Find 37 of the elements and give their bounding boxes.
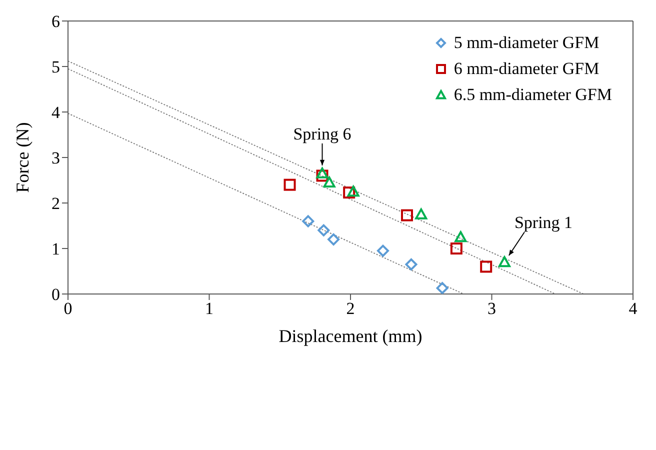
y-tick-label: 6 (52, 12, 60, 32)
x-tick-label: 1 (205, 299, 214, 318)
point (343, 186, 356, 199)
point (302, 215, 314, 228)
y-tick-label: 4 (52, 103, 60, 122)
point (498, 256, 510, 268)
point (316, 167, 328, 178)
point (480, 260, 492, 273)
point (450, 242, 462, 254)
point (401, 209, 413, 222)
point (376, 244, 389, 257)
point (347, 186, 360, 197)
y-tick-label: 3 (52, 148, 60, 168)
point (328, 233, 340, 246)
x-tick-label: 0 (64, 299, 72, 318)
x-tick-label: 4 (628, 299, 638, 318)
legend-label: 6 mm-diameter GFM (454, 58, 600, 80)
point (405, 258, 418, 270)
y-tick-label: 5 (52, 58, 60, 77)
x-tick-label: 3 (488, 299, 496, 318)
point (454, 231, 467, 242)
x-tick-label: 2 (346, 299, 355, 318)
y-tick-label: 2 (52, 194, 60, 214)
legend-label: 6.5 mm-diameter GFM (454, 84, 612, 106)
y-tick-label: 0 (52, 285, 60, 304)
annotation: Spring 1 (514, 213, 573, 232)
annotation: Spring 6 (293, 124, 352, 144)
legend-label: 5 mm-diameter GFM (454, 32, 600, 54)
point (323, 176, 336, 188)
point (436, 282, 448, 294)
x-axis-title: Displacement (mm) (278, 326, 422, 346)
point (318, 224, 330, 236)
point (415, 208, 428, 220)
point (316, 170, 328, 182)
y-axis-title: Force (N) (12, 122, 32, 193)
point (284, 178, 296, 191)
y-tick-label: 1 (52, 240, 60, 259)
